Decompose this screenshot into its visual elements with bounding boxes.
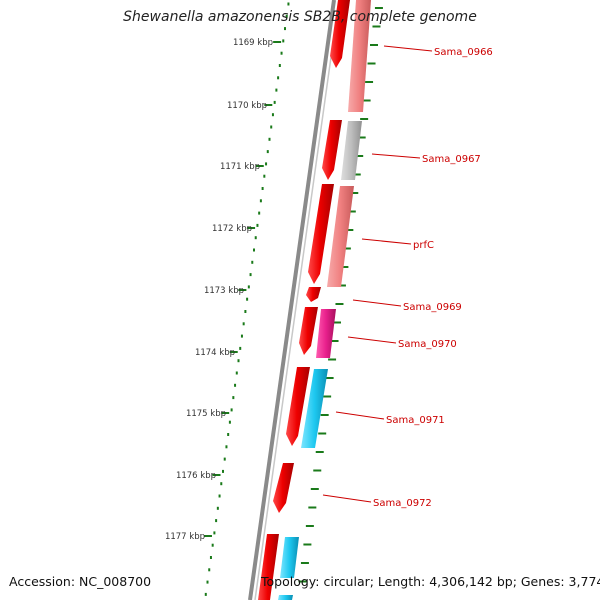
leader-line bbox=[361, 238, 412, 245]
ruler-minor-tick bbox=[258, 211, 261, 215]
tick-label-1174: 1174 kbp bbox=[195, 348, 235, 358]
ruler-minor-tick bbox=[222, 469, 225, 473]
tick-label-1176: 1176 kbp bbox=[176, 471, 216, 481]
ruler-minor-tick bbox=[253, 248, 255, 252]
ruler-minor-tick bbox=[278, 64, 281, 67]
gene-leaders bbox=[322, 45, 433, 503]
gene-label[interactable]: prfC bbox=[413, 240, 434, 251]
summary-text: Topology: circular; Length: 4,306,142 bp… bbox=[261, 574, 600, 589]
cds-arrow[interactable] bbox=[258, 534, 279, 600]
category-block-cyan[interactable] bbox=[280, 537, 299, 578]
ruler-minor-tick bbox=[235, 371, 238, 375]
gene-label[interactable]: Sama_0967 bbox=[422, 154, 481, 165]
scale-labels: 1169 kbp 1170 kbp 1171 kbp 1172 kbp 1173… bbox=[165, 38, 273, 542]
ruler-minor-tick bbox=[268, 137, 271, 141]
category-track bbox=[278, 0, 371, 600]
ruler-minor-tick bbox=[239, 346, 242, 350]
ruler-minor-tick bbox=[206, 580, 209, 584]
gene-label[interactable]: Sama_0972 bbox=[373, 498, 432, 509]
ruler-minor-tick bbox=[213, 531, 216, 535]
ruler-minor-tick bbox=[208, 568, 211, 572]
ruler-minor-tick bbox=[282, 39, 285, 43]
tick-label-1171: 1171 kbp bbox=[220, 162, 260, 172]
ruler-minor-tick bbox=[218, 494, 221, 498]
scale-ruler bbox=[203, 2, 290, 596]
ruler-minor-tick bbox=[254, 236, 257, 240]
tick-label-1175: 1175 kbp bbox=[186, 409, 226, 419]
leader-line bbox=[383, 45, 433, 52]
ruler-minor-tick bbox=[220, 482, 223, 486]
ruler-minor-tick bbox=[246, 297, 249, 301]
ruler-minor-tick bbox=[223, 457, 226, 461]
ruler-minor-tick bbox=[242, 322, 245, 326]
ruler-minor-tick bbox=[275, 88, 278, 92]
ruler-minor-tick bbox=[251, 260, 254, 264]
ruler-minor-tick bbox=[247, 285, 250, 289]
ruler-minor-tick bbox=[225, 445, 228, 449]
ruler-minor-tick bbox=[232, 396, 235, 400]
ruler-minor-tick bbox=[211, 543, 214, 547]
category-block-pink[interactable] bbox=[348, 0, 371, 112]
ruler-minor-tick bbox=[285, 14, 288, 18]
tick-label-1172: 1172 kbp bbox=[212, 224, 252, 234]
map-title: Shewanella amazonensis SB2B, complete ge… bbox=[123, 9, 477, 25]
ruler-minor-tick bbox=[216, 506, 219, 510]
ruler-minor-tick bbox=[277, 76, 280, 80]
ruler-minor-tick bbox=[283, 27, 286, 31]
gene-label[interactable]: Sama_0966 bbox=[434, 47, 493, 58]
ruler-minor-tick bbox=[204, 592, 207, 596]
category-block-cyan[interactable] bbox=[278, 595, 293, 600]
ruler-minor-tick bbox=[237, 359, 240, 363]
ruler-minor-tick bbox=[259, 199, 262, 203]
tick-label-1177: 1177 kbp bbox=[165, 532, 205, 542]
cds-arrow[interactable] bbox=[286, 367, 310, 446]
category-block-pink[interactable] bbox=[327, 186, 354, 287]
category-block-gray[interactable] bbox=[341, 121, 362, 180]
ruler-minor-tick bbox=[261, 187, 264, 190]
ruler-minor-tick bbox=[270, 125, 273, 129]
tick-label-1173: 1173 kbp bbox=[204, 286, 244, 296]
cds-arrow[interactable] bbox=[308, 184, 334, 284]
ruler-minor-tick bbox=[227, 433, 230, 436]
ruler-minor-tick bbox=[266, 150, 269, 154]
tick-label-1170: 1170 kbp bbox=[227, 101, 267, 111]
leader-line bbox=[371, 153, 421, 159]
leader-line bbox=[322, 494, 372, 503]
ruler-minor-tick bbox=[263, 174, 266, 178]
cds-track bbox=[258, 0, 350, 600]
gene-labels: Sama_0966 Sama_0967 prfC Sama_0969 Sama_… bbox=[373, 47, 493, 509]
gene-label[interactable]: Sama_0971 bbox=[386, 415, 445, 426]
gene-label[interactable]: Sama_0970 bbox=[398, 339, 457, 350]
backbone-outer bbox=[248, 0, 336, 600]
ruler-minor-tick bbox=[234, 383, 237, 387]
ruler-minor-tick bbox=[265, 162, 268, 166]
category-block-cyan[interactable] bbox=[301, 369, 328, 448]
tick-label-1169: 1169 kbp bbox=[233, 38, 273, 48]
leader-line bbox=[335, 411, 385, 420]
ruler-minor-tick bbox=[273, 100, 276, 104]
cds-arrow[interactable] bbox=[299, 307, 318, 355]
ruler-minor-tick bbox=[228, 420, 231, 424]
ruler-minor-tick bbox=[215, 519, 218, 523]
leader-line bbox=[352, 299, 402, 307]
ruler-minor-tick bbox=[287, 2, 290, 6]
cds-arrow[interactable] bbox=[322, 120, 342, 180]
ruler-minor-tick bbox=[271, 113, 274, 117]
ruler-minor-tick bbox=[230, 408, 233, 412]
cds-arrow[interactable] bbox=[306, 287, 321, 302]
ruler-minor-tick bbox=[280, 51, 283, 55]
ruler-minor-tick bbox=[256, 223, 259, 227]
gene-label[interactable]: Sama_0969 bbox=[403, 302, 462, 313]
cds-arrow[interactable] bbox=[330, 0, 350, 68]
ruler-minor-tick bbox=[244, 310, 247, 313]
ruler-minor-tick bbox=[249, 273, 252, 277]
accession-text: Accession: NC_008700 bbox=[9, 574, 152, 589]
backbone-inner bbox=[254, 0, 340, 600]
category-block-magenta[interactable] bbox=[316, 309, 336, 358]
ruler-minor-tick bbox=[240, 334, 243, 338]
ruler-minor-tick bbox=[209, 556, 212, 559]
cds-arrow[interactable] bbox=[273, 463, 294, 513]
leader-line bbox=[347, 336, 397, 344]
